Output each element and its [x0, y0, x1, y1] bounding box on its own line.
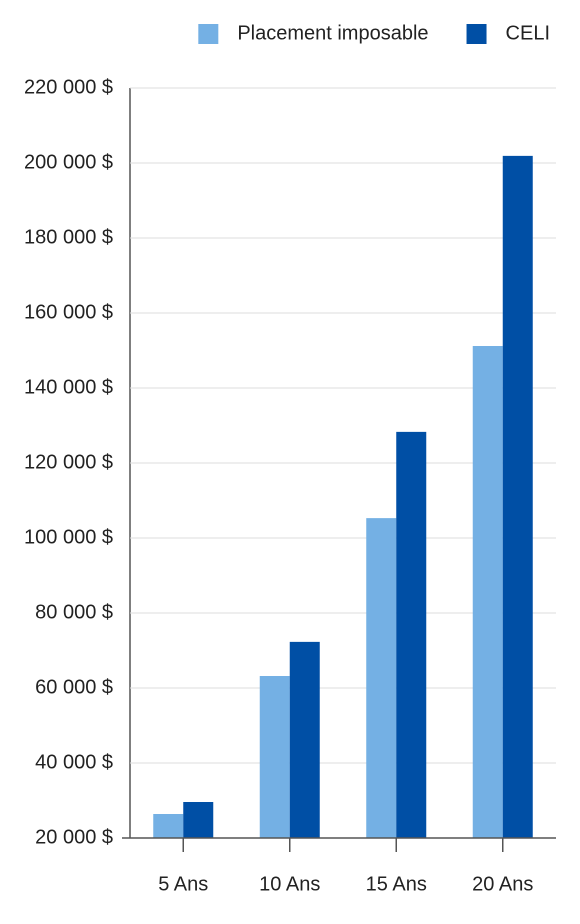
- bar: [502, 155, 533, 838]
- bar: [366, 518, 397, 838]
- legend-swatch: [466, 24, 487, 44]
- y-tick-label: 120 000 $: [24, 451, 113, 473]
- y-tick-label: 20 000 $: [35, 826, 113, 848]
- bar: [396, 431, 427, 838]
- y-tick-label: 180 000 $: [24, 226, 113, 248]
- y-tick-label: 200 000 $: [24, 151, 113, 173]
- bar: [472, 346, 503, 838]
- y-tick-label: 80 000 $: [35, 601, 113, 623]
- legend-label: Placement imposable: [237, 22, 428, 44]
- x-tick-label: 20 Ans: [472, 873, 533, 895]
- y-tick-label: 100 000 $: [24, 526, 113, 548]
- bar: [183, 802, 214, 838]
- y-tick-label: 60 000 $: [35, 676, 113, 698]
- y-tick-label: 140 000 $: [24, 376, 113, 398]
- bar: [153, 814, 184, 838]
- bar: [289, 641, 320, 838]
- y-tick-label: 40 000 $: [35, 751, 113, 773]
- x-tick-label: 10 Ans: [259, 873, 320, 895]
- bar: [259, 676, 290, 838]
- y-tick-label: 220 000 $: [24, 76, 113, 98]
- x-tick-label: 15 Ans: [366, 873, 427, 895]
- legend-swatch: [198, 24, 219, 44]
- legend: Placement imposable CELI: [198, 22, 550, 44]
- y-tick-label: 160 000 $: [24, 301, 113, 323]
- x-tick-label: 5 Ans: [158, 873, 208, 895]
- legend-label: CELI: [506, 22, 550, 44]
